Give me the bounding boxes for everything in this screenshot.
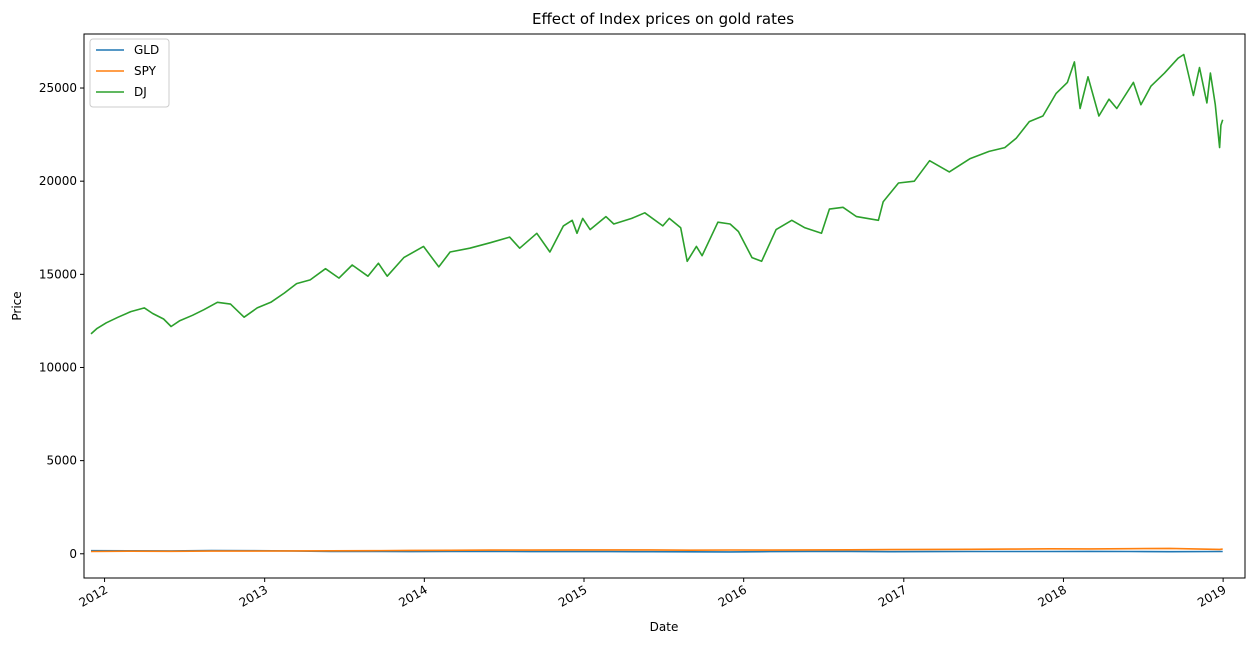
x-axis: 2012 2013 2014 2015 2016 2017 2018 2019 <box>77 578 1229 610</box>
x-tick-label: 2014 <box>396 582 429 609</box>
y-tick-label: 15000 <box>39 267 77 281</box>
y-tick-label: 10000 <box>39 360 77 374</box>
x-tick-label: 2012 <box>77 582 110 609</box>
x-tick-label: 2013 <box>237 582 270 609</box>
x-tick-label: 2015 <box>556 582 589 609</box>
y-tick-label: 0 <box>69 547 77 561</box>
x-tick-label: 2016 <box>716 582 749 609</box>
legend-label-dj: DJ <box>134 85 147 99</box>
legend-label-gld: GLD <box>134 43 159 57</box>
plot-frame <box>83 33 1246 579</box>
legend-box <box>89 38 170 108</box>
x-tick-label: 2018 <box>1036 582 1069 609</box>
y-axis: 0 5000 10000 15000 20000 25000 <box>39 81 84 561</box>
chart-title: Effect of Index prices on gold rates <box>532 10 794 28</box>
legend: GLD SPY DJ <box>89 38 170 108</box>
y-tick-label: 20000 <box>39 174 77 188</box>
y-tick-label: 5000 <box>46 454 77 468</box>
x-axis-title: Date <box>650 620 679 634</box>
series-line-dj <box>90 53 1224 335</box>
y-tick-label: 25000 <box>39 81 77 95</box>
x-tick-label: 2019 <box>1195 582 1228 609</box>
legend-label-spy: SPY <box>134 64 157 78</box>
series-line-spy <box>90 547 1223 553</box>
x-tick-label: 2017 <box>876 582 909 609</box>
plot-area <box>90 53 1224 553</box>
y-axis-title: Price <box>10 291 24 320</box>
